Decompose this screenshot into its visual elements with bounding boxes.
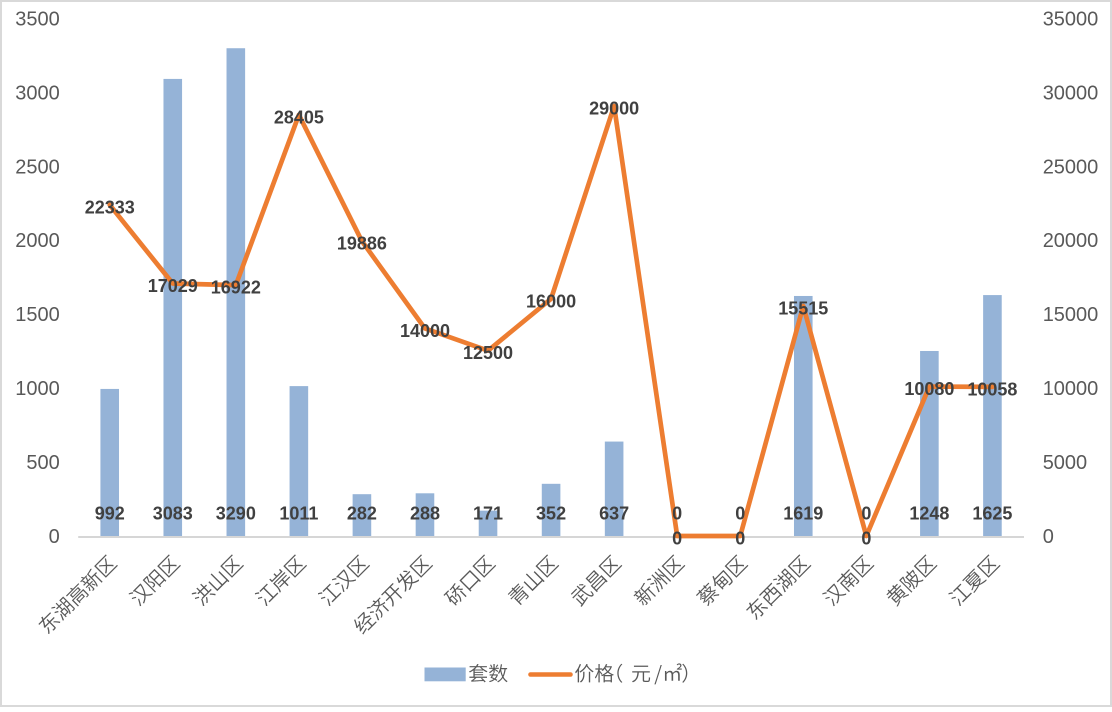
svg-text:10080: 10080 xyxy=(904,379,954,399)
svg-text:28405: 28405 xyxy=(274,107,324,127)
svg-text:288: 288 xyxy=(410,503,440,523)
svg-text:29000: 29000 xyxy=(589,99,639,119)
svg-text:1000: 1000 xyxy=(15,378,60,400)
svg-text:1011: 1011 xyxy=(279,503,318,523)
svg-text:16922: 16922 xyxy=(211,278,261,298)
svg-text:500: 500 xyxy=(26,452,59,474)
svg-text:22333: 22333 xyxy=(85,197,135,217)
svg-text:19886: 19886 xyxy=(337,234,387,254)
svg-text:0: 0 xyxy=(1043,526,1054,548)
svg-text:352: 352 xyxy=(536,503,566,523)
svg-text:1500: 1500 xyxy=(15,304,60,326)
svg-text:25000: 25000 xyxy=(1043,156,1099,178)
svg-text:30000: 30000 xyxy=(1043,82,1099,104)
svg-text:3000: 3000 xyxy=(15,82,60,104)
svg-text:10000: 10000 xyxy=(1043,378,1099,400)
svg-text:992: 992 xyxy=(95,503,125,523)
svg-text:12500: 12500 xyxy=(463,343,513,363)
svg-text:20000: 20000 xyxy=(1043,230,1099,252)
svg-text:2500: 2500 xyxy=(15,156,60,178)
svg-text:3083: 3083 xyxy=(153,503,193,523)
svg-text:2000: 2000 xyxy=(15,230,60,252)
svg-text:637: 637 xyxy=(599,503,629,523)
svg-text:282: 282 xyxy=(347,503,377,523)
svg-text:1619: 1619 xyxy=(783,503,823,523)
svg-text:3500: 3500 xyxy=(15,8,60,30)
svg-text:0: 0 xyxy=(672,529,682,549)
svg-text:0: 0 xyxy=(861,503,871,523)
svg-text:0: 0 xyxy=(861,529,871,549)
svg-text:5000: 5000 xyxy=(1043,452,1088,474)
svg-text:3290: 3290 xyxy=(216,503,256,523)
svg-text:14000: 14000 xyxy=(400,321,450,341)
svg-text:0: 0 xyxy=(672,503,682,523)
svg-text:0: 0 xyxy=(735,529,745,549)
svg-text:15000: 15000 xyxy=(1043,304,1099,326)
svg-text:17029: 17029 xyxy=(148,276,198,296)
svg-text:0: 0 xyxy=(49,526,60,548)
svg-text:10058: 10058 xyxy=(967,379,1017,399)
svg-text:16000: 16000 xyxy=(526,291,576,311)
svg-text:0: 0 xyxy=(735,503,745,523)
svg-text:171: 171 xyxy=(473,503,503,523)
svg-text:1625: 1625 xyxy=(972,503,1012,523)
svg-text:35000: 35000 xyxy=(1043,8,1099,30)
svg-text:1248: 1248 xyxy=(909,503,949,523)
svg-text:15515: 15515 xyxy=(778,299,828,319)
